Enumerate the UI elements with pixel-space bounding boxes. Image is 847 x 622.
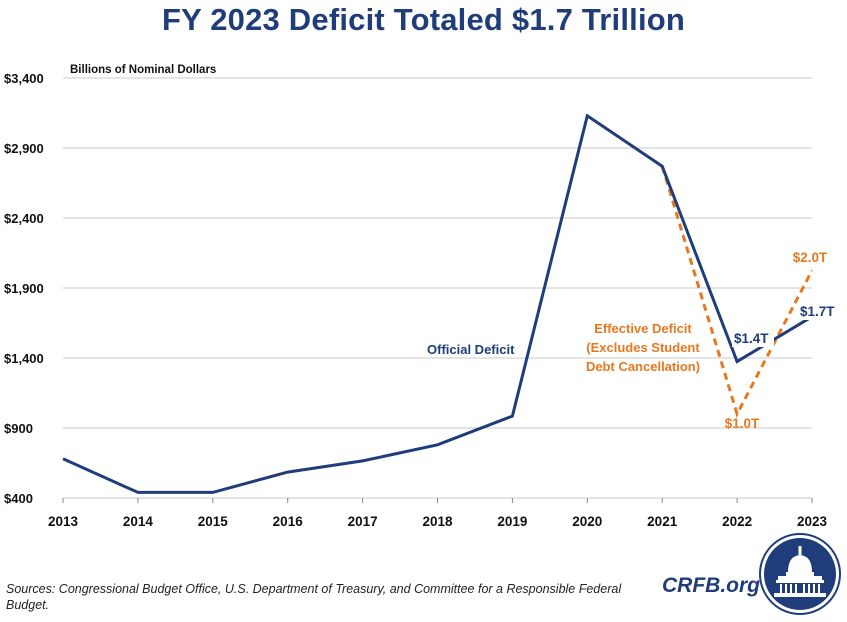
x-tick-label: 2023	[797, 514, 828, 529]
x-tick-label: 2014	[123, 514, 154, 529]
official-deficit-label: Official Deficit	[427, 342, 515, 357]
x-tick-label: 2015	[198, 514, 229, 529]
y-tick-label: $2,900	[4, 141, 44, 156]
label-1-7t: $1.7T	[800, 304, 835, 319]
y-tick-label: $900	[4, 421, 33, 436]
x-tick-label: 2021	[647, 514, 678, 529]
x-tick-label: 2018	[422, 514, 453, 529]
label-2-0t: $2.0T	[793, 250, 828, 265]
series-lines	[62, 113, 814, 494]
y-tick-label: $2,400	[4, 211, 44, 226]
source-note: Sources: Congressional Budget Office, U.…	[6, 582, 622, 612]
label-1-4t: $1.4T	[734, 331, 769, 346]
label-1-0t: $1.0T	[725, 416, 760, 431]
x-tick-label: 2016	[273, 514, 304, 529]
y-axis: $400 $900 $1,400 $1,900 $2,400 $2,900 $3,400 Bi…	[4, 64, 216, 506]
line-chart: $400 $900 $1,400 $1,900 $2,400 $2,900 $3,400 Bi…	[4, 64, 840, 529]
annotation-line: (Excludes Student	[586, 340, 700, 355]
y-tick-label: $400	[4, 491, 33, 506]
chart-title: FY 2023 Deficit Totaled $1.7 Trillion	[161, 2, 686, 37]
x-tick-label: 2019	[497, 514, 527, 529]
effective-deficit-line	[660, 165, 814, 418]
label-background	[798, 302, 840, 320]
annotation-line: Effective Deficit	[594, 321, 692, 336]
y-tick-label: $1,400	[4, 351, 44, 366]
x-tick-label: 2013	[48, 514, 79, 529]
x-tick-label: 2020	[572, 514, 602, 529]
annotations: Official Deficit $1.4T $1.7T Effective Defi…	[427, 250, 840, 431]
x-tick-label: 2022	[722, 514, 752, 529]
annotation-line: Debt Cancellation)	[586, 359, 700, 374]
y-axis-label: Billions of Nominal Dollars	[70, 64, 216, 76]
gridlines	[63, 77, 812, 499]
label-background	[732, 329, 774, 347]
capitol-seal-icon	[759, 533, 841, 615]
x-tick-label: 2017	[348, 514, 378, 529]
effective-deficit-label: Effective Deficit (Excludes Student Debt C…	[586, 321, 700, 374]
official-deficit-line	[62, 113, 813, 494]
x-axis: 2013 2014 2015 2016 2017 2018 2019 2020 2021 2022…	[48, 498, 828, 529]
y-tick-label: $1,900	[4, 281, 44, 296]
brand-link[interactable]: CRFB.org	[662, 574, 760, 597]
y-tick-label: $3,400	[4, 71, 44, 86]
